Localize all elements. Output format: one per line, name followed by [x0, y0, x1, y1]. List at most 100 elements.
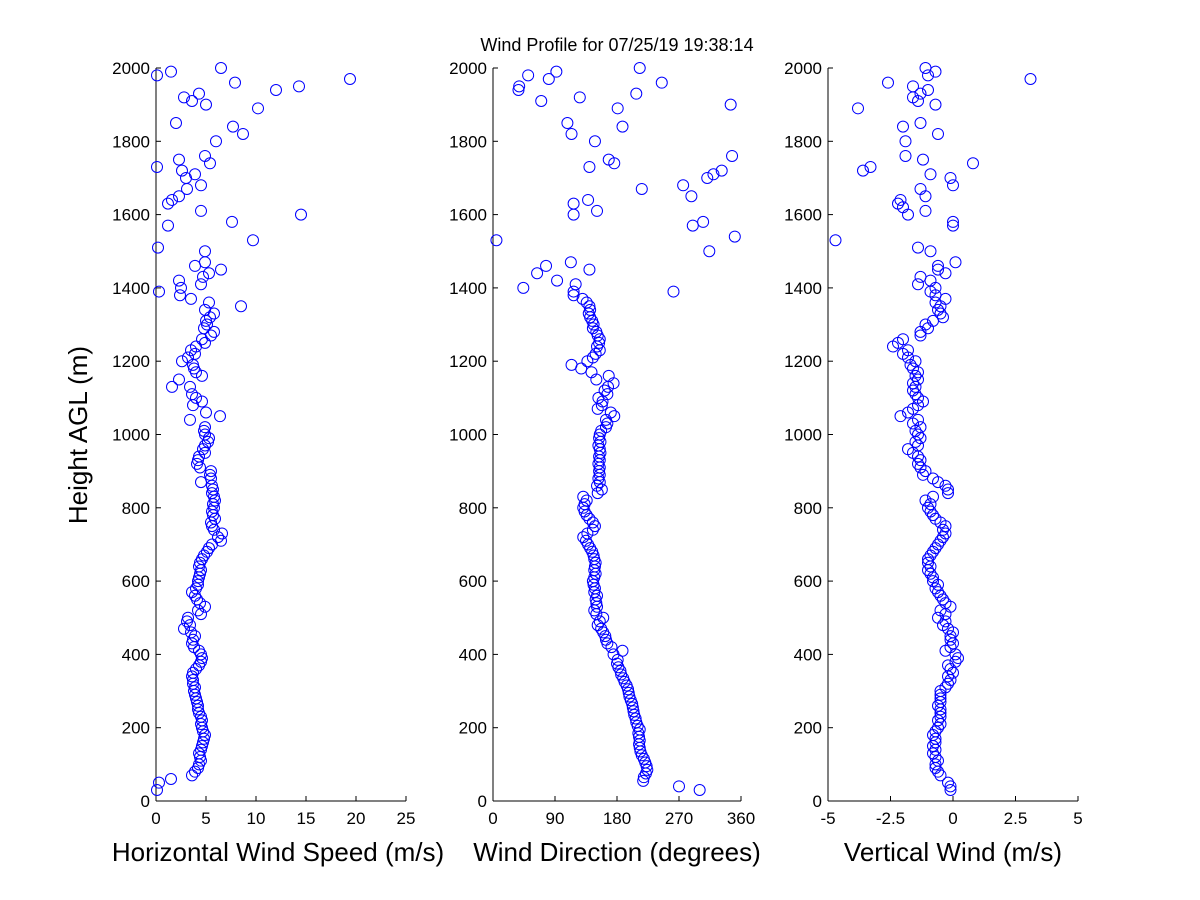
direction-data-point	[591, 204, 604, 217]
vertical-data-point	[914, 421, 927, 434]
speed-data-point	[197, 270, 209, 283]
direction-data-point	[637, 774, 650, 787]
direction-xtick-label: 270	[665, 809, 693, 828]
speed-data-point	[193, 87, 205, 100]
direction-data-point	[580, 494, 593, 507]
vertical-data-point	[909, 355, 922, 368]
direction-data-point	[577, 531, 590, 544]
direction-data-point	[611, 102, 624, 115]
speed-data-point	[203, 267, 215, 280]
speed-data-point	[152, 241, 164, 254]
vertical-xtick-label: -5	[820, 809, 835, 828]
direction-data-point	[726, 149, 739, 162]
speed-data-point	[186, 94, 198, 107]
speed-xtick-label: 10	[247, 809, 266, 828]
vertical-data-point	[912, 373, 924, 386]
speed-data-point	[184, 619, 196, 632]
speed-data-point	[175, 281, 187, 294]
speed-data-point	[199, 245, 211, 258]
speed-data-point	[270, 83, 282, 96]
vertical-data-point	[929, 732, 942, 745]
speed-data-point	[215, 534, 227, 547]
direction-ytick-label: 1600	[449, 206, 487, 225]
direction-data-point	[565, 358, 578, 371]
vertical-data-point	[907, 362, 919, 375]
vertical-data-point	[927, 575, 939, 588]
vertical-data-point	[937, 531, 949, 544]
vertical-ytick-label: 0	[813, 792, 822, 811]
direction-xtick-label: 180	[603, 809, 631, 828]
vertical-data-point	[924, 245, 937, 258]
speed-data-point	[235, 300, 247, 313]
vertical-data-point	[929, 758, 942, 771]
vertical-data-point	[952, 652, 964, 665]
direction-data-point	[582, 193, 595, 206]
vertical-data-point	[909, 388, 922, 401]
vertical-data-point	[897, 333, 909, 346]
direction-data-point	[535, 94, 548, 107]
vertical-data-point	[939, 479, 952, 492]
speed-data-point	[173, 373, 185, 386]
speed-data-point	[189, 765, 201, 778]
vertical-data-point	[852, 102, 864, 115]
vertical-data-point	[919, 62, 932, 74]
speed-data-point	[182, 351, 194, 364]
direction-data-point	[667, 285, 680, 298]
speed-data-point	[203, 542, 215, 555]
speed-data-point	[216, 527, 228, 540]
vertical-data-point	[949, 655, 962, 668]
direction-data-point	[728, 230, 741, 243]
vertical-data-point	[929, 582, 942, 595]
direction-data-point	[626, 701, 639, 714]
vertical-data-point	[899, 135, 912, 148]
speed-data-point	[165, 773, 177, 786]
direction-data-point	[590, 325, 603, 338]
speed-data-point	[173, 190, 185, 203]
speed-data-point	[185, 626, 197, 639]
direction-ytick-label: 1200	[449, 352, 487, 371]
speed-data-point	[189, 168, 201, 181]
direction-data-point	[591, 589, 604, 602]
speed-data-point	[151, 784, 163, 797]
speed-data-point	[195, 204, 207, 217]
speed-ytick-label: 600	[122, 572, 150, 591]
vertical-data-point	[942, 487, 954, 500]
speed-data-point	[151, 69, 163, 82]
direction-data-point	[703, 245, 716, 258]
direction-data-point	[567, 197, 580, 210]
speed-data-point	[212, 531, 224, 544]
direction-data-point	[597, 611, 610, 624]
vertical-data-point	[944, 780, 957, 793]
direction-data-point	[588, 135, 601, 148]
direction-data-point	[586, 351, 599, 364]
speed-ytick-label: 2000	[112, 59, 150, 78]
speed-data-point	[186, 769, 198, 782]
speed-data-point	[170, 116, 182, 129]
direction-data-point	[701, 171, 714, 184]
direction-ytick-label: 600	[459, 572, 487, 591]
direction-data-point	[622, 686, 635, 699]
speed-data-point	[162, 197, 174, 210]
speed-ytick-label: 0	[141, 792, 150, 811]
vertical-data-point	[924, 567, 937, 580]
vertical-data-point	[909, 369, 922, 382]
vertical-wind-xlabel: Vertical Wind (m/s)	[844, 837, 1062, 867]
speed-ytick-label: 400	[122, 645, 150, 664]
direction-data-point	[595, 399, 608, 412]
vertical-data-point	[929, 751, 942, 764]
direction-data-point	[540, 259, 553, 272]
speed-xtick-label: 5	[201, 809, 210, 828]
vertical-data-point	[912, 428, 924, 441]
speed-data-point	[203, 296, 215, 309]
direction-data-point	[591, 479, 604, 492]
speed-data-point	[195, 278, 207, 291]
speed-data-point	[237, 127, 249, 140]
direction-data-point	[602, 153, 615, 166]
direction-data-point	[630, 716, 643, 729]
direction-data-point	[655, 76, 668, 89]
speed-data-point	[165, 65, 177, 78]
vertical-data-point	[932, 127, 944, 140]
vertical-data-point	[912, 278, 924, 291]
direction-data-point	[567, 285, 580, 298]
